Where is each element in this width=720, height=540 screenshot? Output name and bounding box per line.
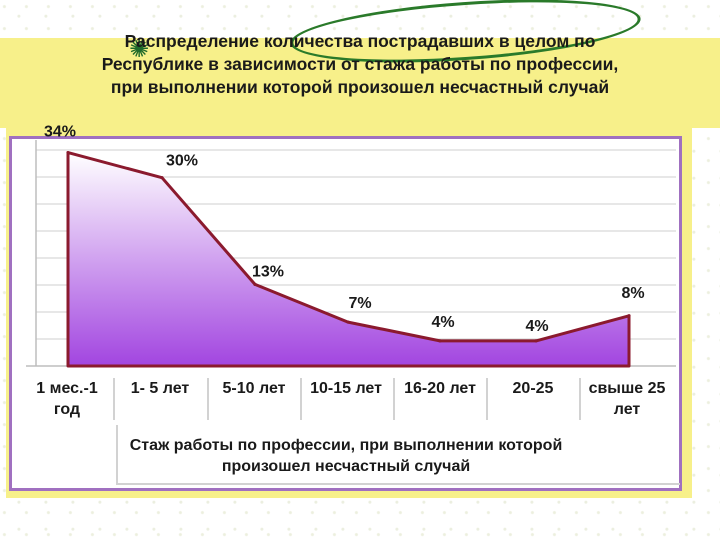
title-band: [0, 38, 720, 128]
area-series: [66, 150, 631, 368]
category-label: 5-10 лет: [211, 378, 297, 399]
category-label: 16-20 лет: [397, 378, 483, 399]
category-label-line: 10-15 лет: [310, 380, 382, 397]
x-axis-title-box: [116, 425, 680, 485]
slide-title: Распределение количества пострадавших в …: [40, 30, 680, 99]
data-point: [253, 282, 257, 286]
decorative-star-icon: ✺: [128, 35, 150, 63]
data-label: 13%: [252, 263, 284, 280]
category-label-line: год: [53, 401, 81, 418]
title-line: Распределение количества пострадавших в …: [124, 31, 596, 51]
category-label: 10-15 лет: [303, 378, 389, 399]
data-label: 30%: [166, 153, 198, 170]
x-axis-title-line: произошел несчастный случай: [221, 458, 471, 475]
category-label: свыше 25 лет: [584, 378, 670, 420]
title-line: при выполнении которой произошел несчаст…: [110, 77, 610, 97]
category-label-line: 20-25: [512, 380, 554, 397]
data-label: 7%: [348, 295, 371, 312]
area-fill: [68, 152, 629, 366]
data-point: [438, 339, 442, 343]
category-label-line: 1 мес.-1: [36, 380, 98, 397]
data-label: 4%: [525, 318, 548, 335]
category-label-line: 5-10 лет: [222, 380, 286, 397]
data-point: [346, 320, 350, 324]
data-point: [160, 176, 164, 180]
category-label-line: свыше 25: [588, 380, 666, 397]
title-line: Республике в зависимости от стажа работы…: [101, 54, 619, 74]
data-point: [66, 150, 70, 155]
x-axis-title: Стаж работы по профессии, при выполнении…: [118, 435, 574, 477]
data-point: [627, 314, 631, 318]
category-label: 1- 5 лет: [117, 378, 203, 399]
data-label: 4%: [431, 314, 454, 331]
data-label: 8%: [621, 285, 644, 302]
area-outline: [66, 151, 631, 368]
category-label-line: лет: [613, 401, 641, 418]
data-point: [534, 339, 538, 343]
category-label-line: 1- 5 лет: [130, 380, 190, 397]
category-label: 20-25: [490, 378, 576, 399]
data-labels: 34% 30% 13% 7% 4% 4% 8%: [44, 124, 645, 335]
x-axis-title-line: Стаж работы по профессии, при выполнении…: [129, 437, 563, 454]
category-label: 1 мес.-1 год: [24, 378, 110, 420]
data-label: 34%: [44, 124, 76, 141]
category-label-line: 16-20 лет: [404, 380, 476, 397]
